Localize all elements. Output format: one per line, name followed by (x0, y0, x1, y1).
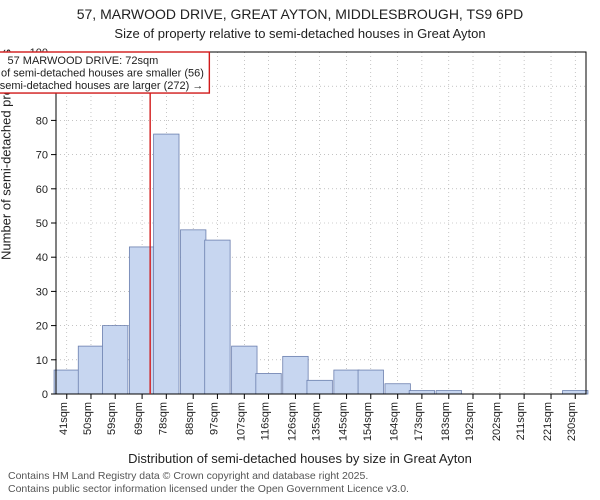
y-tick-label: 60 (36, 184, 48, 196)
bar (256, 373, 281, 394)
x-tick-label: 221sqm (542, 402, 554, 441)
bar (358, 370, 383, 394)
x-tick-label: 202sqm (491, 402, 503, 441)
footer-line-2: Contains public sector information licen… (8, 483, 409, 496)
bar (232, 346, 257, 394)
y-tick-label: 0 (42, 389, 48, 401)
annotation-line: ← 17% of semi-detached houses are smalle… (0, 68, 204, 80)
page-title: 57, MARWOOD DRIVE, GREAT AYTON, MIDDLESB… (0, 6, 600, 24)
bar (334, 370, 359, 394)
bar (563, 391, 588, 394)
x-tick-label: 230sqm (566, 402, 578, 441)
annotation-line: 82% of semi-detached houses are larger (… (0, 80, 203, 92)
bar (307, 380, 332, 394)
chart: 010203040506070809010041sqm50sqm59sqm69s… (0, 44, 600, 446)
y-tick-label: 20 (36, 321, 48, 333)
bar (129, 247, 154, 394)
page: 57, MARWOOD DRIVE, GREAT AYTON, MIDDLESB… (0, 0, 600, 500)
bar (283, 356, 308, 394)
page-subtitle: Size of property relative to semi-detach… (0, 26, 600, 41)
x-tick-label: 116sqm (260, 402, 272, 440)
x-tick-label: 50sqm (82, 402, 94, 435)
x-tick-label: 97sqm (208, 402, 220, 435)
bar (180, 230, 205, 394)
x-tick-label: 78sqm (157, 402, 169, 435)
footer-line-1: Contains HM Land Registry data © Crown c… (8, 470, 409, 483)
x-tick-label: 183sqm (440, 402, 452, 441)
y-tick-label: 30 (36, 286, 48, 298)
x-tick-label: 164sqm (389, 402, 401, 441)
bar (409, 391, 434, 394)
bar (78, 346, 103, 394)
y-tick-label: 40 (36, 252, 48, 264)
y-tick-label: 50 (36, 218, 48, 230)
y-tick-label: 80 (36, 115, 48, 127)
x-tick-label: 145sqm (338, 402, 350, 441)
footer: Contains HM Land Registry data © Crown c… (8, 470, 409, 496)
bar (385, 384, 410, 394)
x-tick-label: 88sqm (184, 402, 196, 435)
x-tick-label: 41sqm (58, 402, 70, 435)
x-tick-label: 59sqm (106, 402, 118, 435)
bar (205, 240, 230, 394)
x-tick-label: 126sqm (286, 402, 298, 441)
x-tick-label: 154sqm (362, 402, 374, 441)
y-tick-label: 70 (36, 150, 48, 162)
y-tick-label: 10 (36, 355, 48, 367)
x-axis-label: Distribution of semi-detached houses by … (0, 451, 600, 466)
annotation-line: 57 MARWOOD DRIVE: 72sqm (8, 55, 159, 67)
bar (102, 326, 127, 394)
bar (154, 134, 179, 394)
x-tick-label: 173sqm (413, 402, 425, 441)
x-tick-label: 211sqm (515, 402, 527, 440)
x-tick-label: 69sqm (133, 402, 145, 435)
x-tick-label: 192sqm (464, 402, 476, 441)
bar (54, 370, 79, 394)
bar (436, 391, 461, 394)
x-tick-label: 135sqm (311, 402, 323, 441)
x-tick-label: 107sqm (235, 402, 247, 441)
